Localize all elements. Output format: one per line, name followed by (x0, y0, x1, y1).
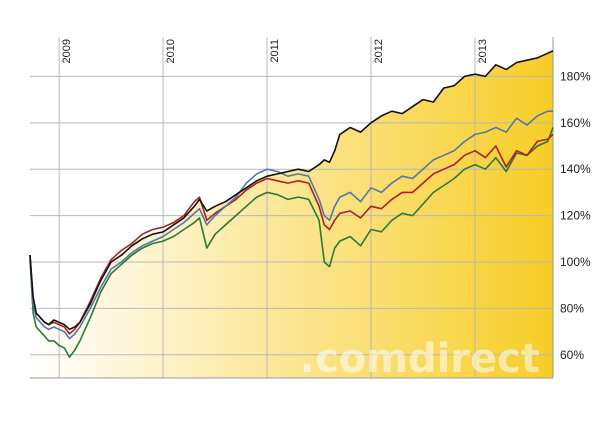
x-tick-label: 2012 (373, 39, 385, 63)
y-tick-label: 80% (560, 301, 584, 315)
series-layer (29, 50, 554, 358)
x-tick-label: 2010 (165, 39, 177, 63)
x-tick-label: 2011 (269, 39, 281, 63)
y-tick-label: 140% (560, 162, 591, 176)
series-line (29, 133, 554, 335)
y-tick-label: 60% (560, 348, 584, 362)
series-line (29, 110, 553, 340)
tick-layer: 60% 80% 100% 120% 140% 160% 180% 2009 2010 2011 20… (61, 39, 591, 362)
y-tick-label: 160% (560, 116, 591, 130)
grid-layer (30, 37, 554, 379)
area-layer (30, 50, 553, 379)
series-line (29, 50, 554, 331)
watermark: .comdirect (300, 336, 540, 382)
x-tick-label: 2009 (61, 39, 73, 63)
x-tick-label: 2013 (477, 39, 489, 63)
area-fill (30, 50, 553, 379)
y-tick-label: 120% (560, 209, 591, 223)
y-tick-label: 180% (560, 69, 591, 83)
series-line (29, 127, 554, 358)
y-tick-label: 100% (560, 255, 591, 269)
